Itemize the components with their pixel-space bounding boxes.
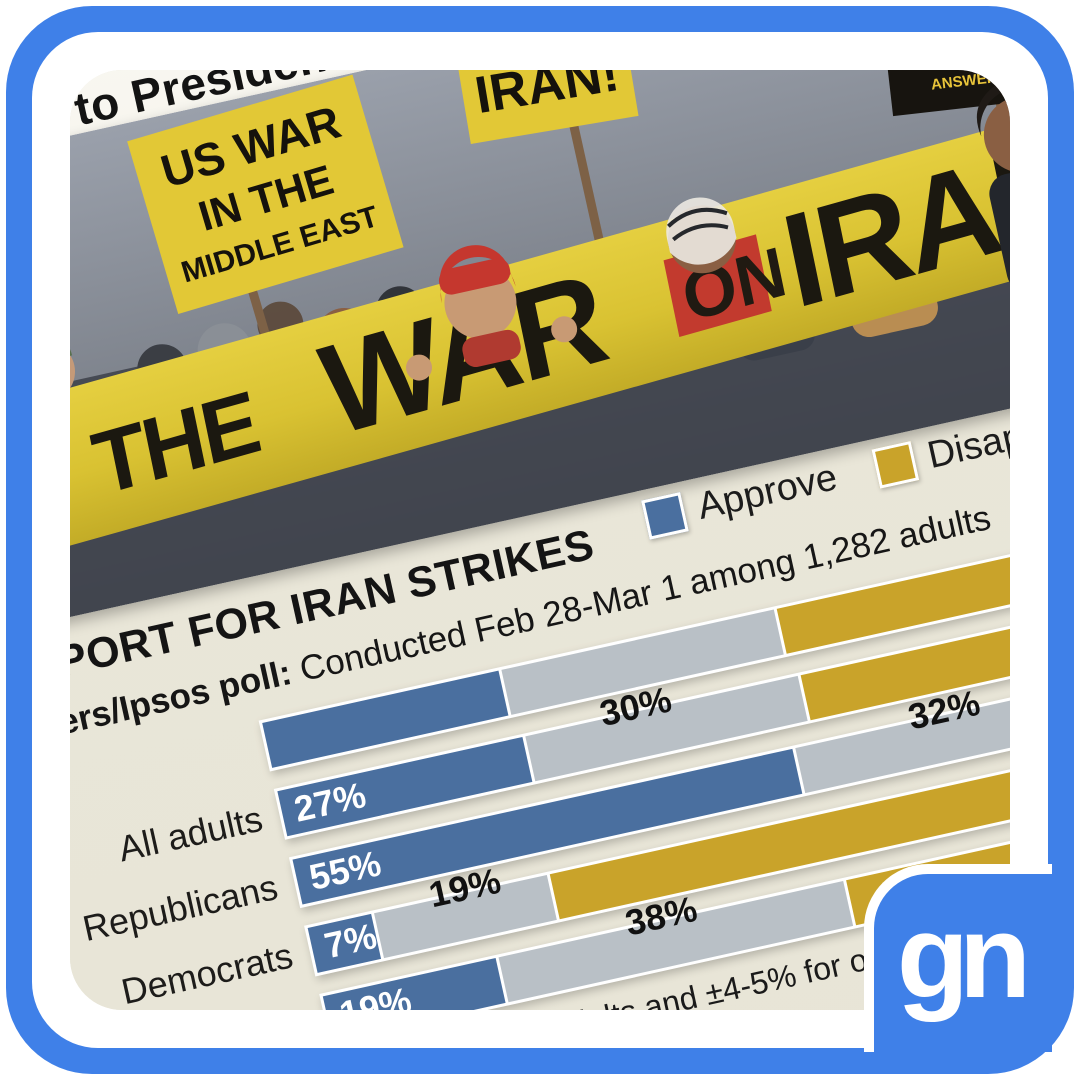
disapprove-swatch-icon — [871, 440, 920, 489]
approve-value-label: 55% — [305, 842, 385, 898]
approve-swatch-icon — [641, 491, 690, 540]
approve-value-label: 7% — [320, 915, 381, 967]
white-ring: recent tes to President — [32, 32, 1048, 1048]
bar-segment-approve: 7% — [307, 913, 382, 973]
gn-logo: gn — [864, 864, 1052, 1052]
sign-not-war: NOT W/ IRAN ANSWERCOALITION.ORG — [874, 70, 1010, 117]
row-label — [70, 746, 264, 805]
infographic-card: recent tes to President — [70, 70, 1010, 1010]
protest-photo-illustration: THE WAR ON IRAN! STOP THE WAR ON IRAN! P… — [70, 70, 1010, 685]
rotated-infographic: recent tes to President — [70, 70, 1010, 1010]
approve-value-label: 19% — [335, 979, 415, 1010]
approve-value-label: 27% — [290, 774, 370, 830]
protest-photo: THE WAR ON IRAN! STOP THE WAR ON IRAN! P… — [70, 70, 1010, 685]
bar-segment-unsure: 19% — [374, 860, 557, 959]
gn-logo-text: gn — [896, 891, 1031, 1023]
sign-us-war: US WAR IN THE MIDDLE EAST — [127, 74, 404, 314]
sign-iran: IRAN! — [455, 70, 639, 144]
crowd-front — [406, 76, 1010, 381]
outer-blue-frame: recent tes to President — [6, 6, 1074, 1074]
